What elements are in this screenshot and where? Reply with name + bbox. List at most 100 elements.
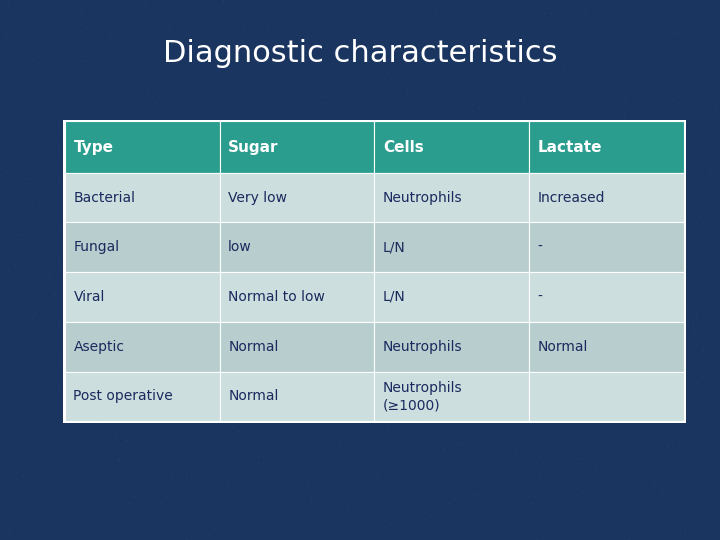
Point (337, 187, 348, 195)
Point (523, 517, 535, 526)
Point (633, 471, 644, 480)
Point (429, 489, 441, 497)
Point (243, 389, 255, 398)
Point (413, 319, 425, 328)
Point (206, 164, 217, 172)
Point (75, 534, 86, 540)
Point (151, 296, 163, 305)
Point (15, 230, 27, 239)
Point (617, 501, 629, 510)
Point (24, 163, 36, 171)
Point (621, 256, 633, 265)
Point (326, 437, 338, 445)
Point (530, 330, 541, 339)
Point (7, 210, 19, 219)
Point (234, 401, 246, 410)
Point (537, 458, 549, 467)
Point (602, 3, 613, 11)
Point (345, 530, 356, 538)
Point (280, 244, 292, 253)
Point (68, 316, 79, 325)
Point (442, 8, 454, 17)
Point (158, 165, 170, 173)
Point (485, 204, 496, 212)
Point (227, 498, 238, 507)
Point (696, 372, 707, 380)
Point (64, 52, 76, 60)
Point (693, 425, 704, 434)
Point (297, 221, 308, 230)
Point (619, 24, 631, 33)
Point (510, 402, 521, 411)
Text: Viral: Viral (73, 290, 105, 304)
Point (143, 515, 155, 523)
Point (685, 95, 697, 104)
Point (378, 530, 390, 539)
Point (120, 169, 131, 178)
Point (24, 148, 36, 157)
Point (78, 52, 90, 60)
Point (97, 62, 109, 71)
Point (683, 471, 695, 480)
Point (504, 299, 516, 308)
Point (248, 422, 260, 430)
Point (122, 436, 133, 444)
Point (189, 404, 200, 413)
Point (118, 370, 130, 379)
Point (181, 535, 193, 540)
Point (3, 210, 14, 219)
Point (262, 25, 274, 33)
Point (20, 495, 32, 503)
Point (140, 69, 151, 77)
Point (626, 401, 637, 409)
Point (401, 248, 413, 257)
Point (201, 511, 212, 520)
Point (19, 369, 31, 378)
Point (389, 469, 400, 477)
Point (252, 50, 264, 59)
Point (135, 238, 147, 247)
Point (475, 411, 487, 420)
Point (296, 33, 307, 42)
Point (345, 244, 356, 252)
Point (295, 399, 307, 408)
Point (381, 423, 392, 431)
Point (618, 324, 629, 333)
Point (292, 51, 303, 59)
Point (286, 9, 297, 17)
Point (97, 341, 109, 350)
Point (191, 252, 202, 261)
Point (422, 113, 433, 122)
Point (52, 144, 63, 153)
Point (280, 140, 292, 149)
Point (471, 63, 482, 72)
Bar (529, 222, 684, 272)
Point (667, 224, 678, 233)
Point (159, 218, 171, 226)
Point (432, 428, 444, 437)
Point (431, 4, 443, 13)
Point (360, 117, 372, 126)
Point (141, 85, 153, 94)
Point (514, 409, 526, 418)
Point (633, 123, 644, 132)
Point (81, 52, 92, 60)
Point (639, 454, 650, 462)
Point (303, 79, 315, 88)
Point (403, 230, 415, 239)
Point (251, 260, 262, 269)
Point (91, 186, 103, 194)
Point (490, 535, 501, 540)
Point (547, 468, 559, 476)
Point (556, 454, 567, 463)
Point (542, 469, 554, 478)
Point (379, 523, 390, 531)
Point (639, 402, 651, 410)
Point (194, 152, 205, 161)
Point (582, 329, 593, 338)
Point (662, 523, 673, 532)
Point (259, 333, 271, 342)
Point (3, 525, 14, 534)
Point (320, 205, 332, 214)
Point (319, 219, 330, 228)
